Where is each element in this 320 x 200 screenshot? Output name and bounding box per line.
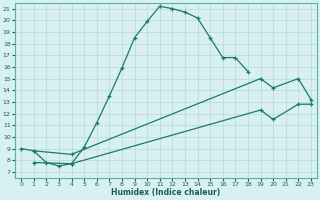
X-axis label: Humidex (Indice chaleur): Humidex (Indice chaleur) xyxy=(111,188,221,197)
